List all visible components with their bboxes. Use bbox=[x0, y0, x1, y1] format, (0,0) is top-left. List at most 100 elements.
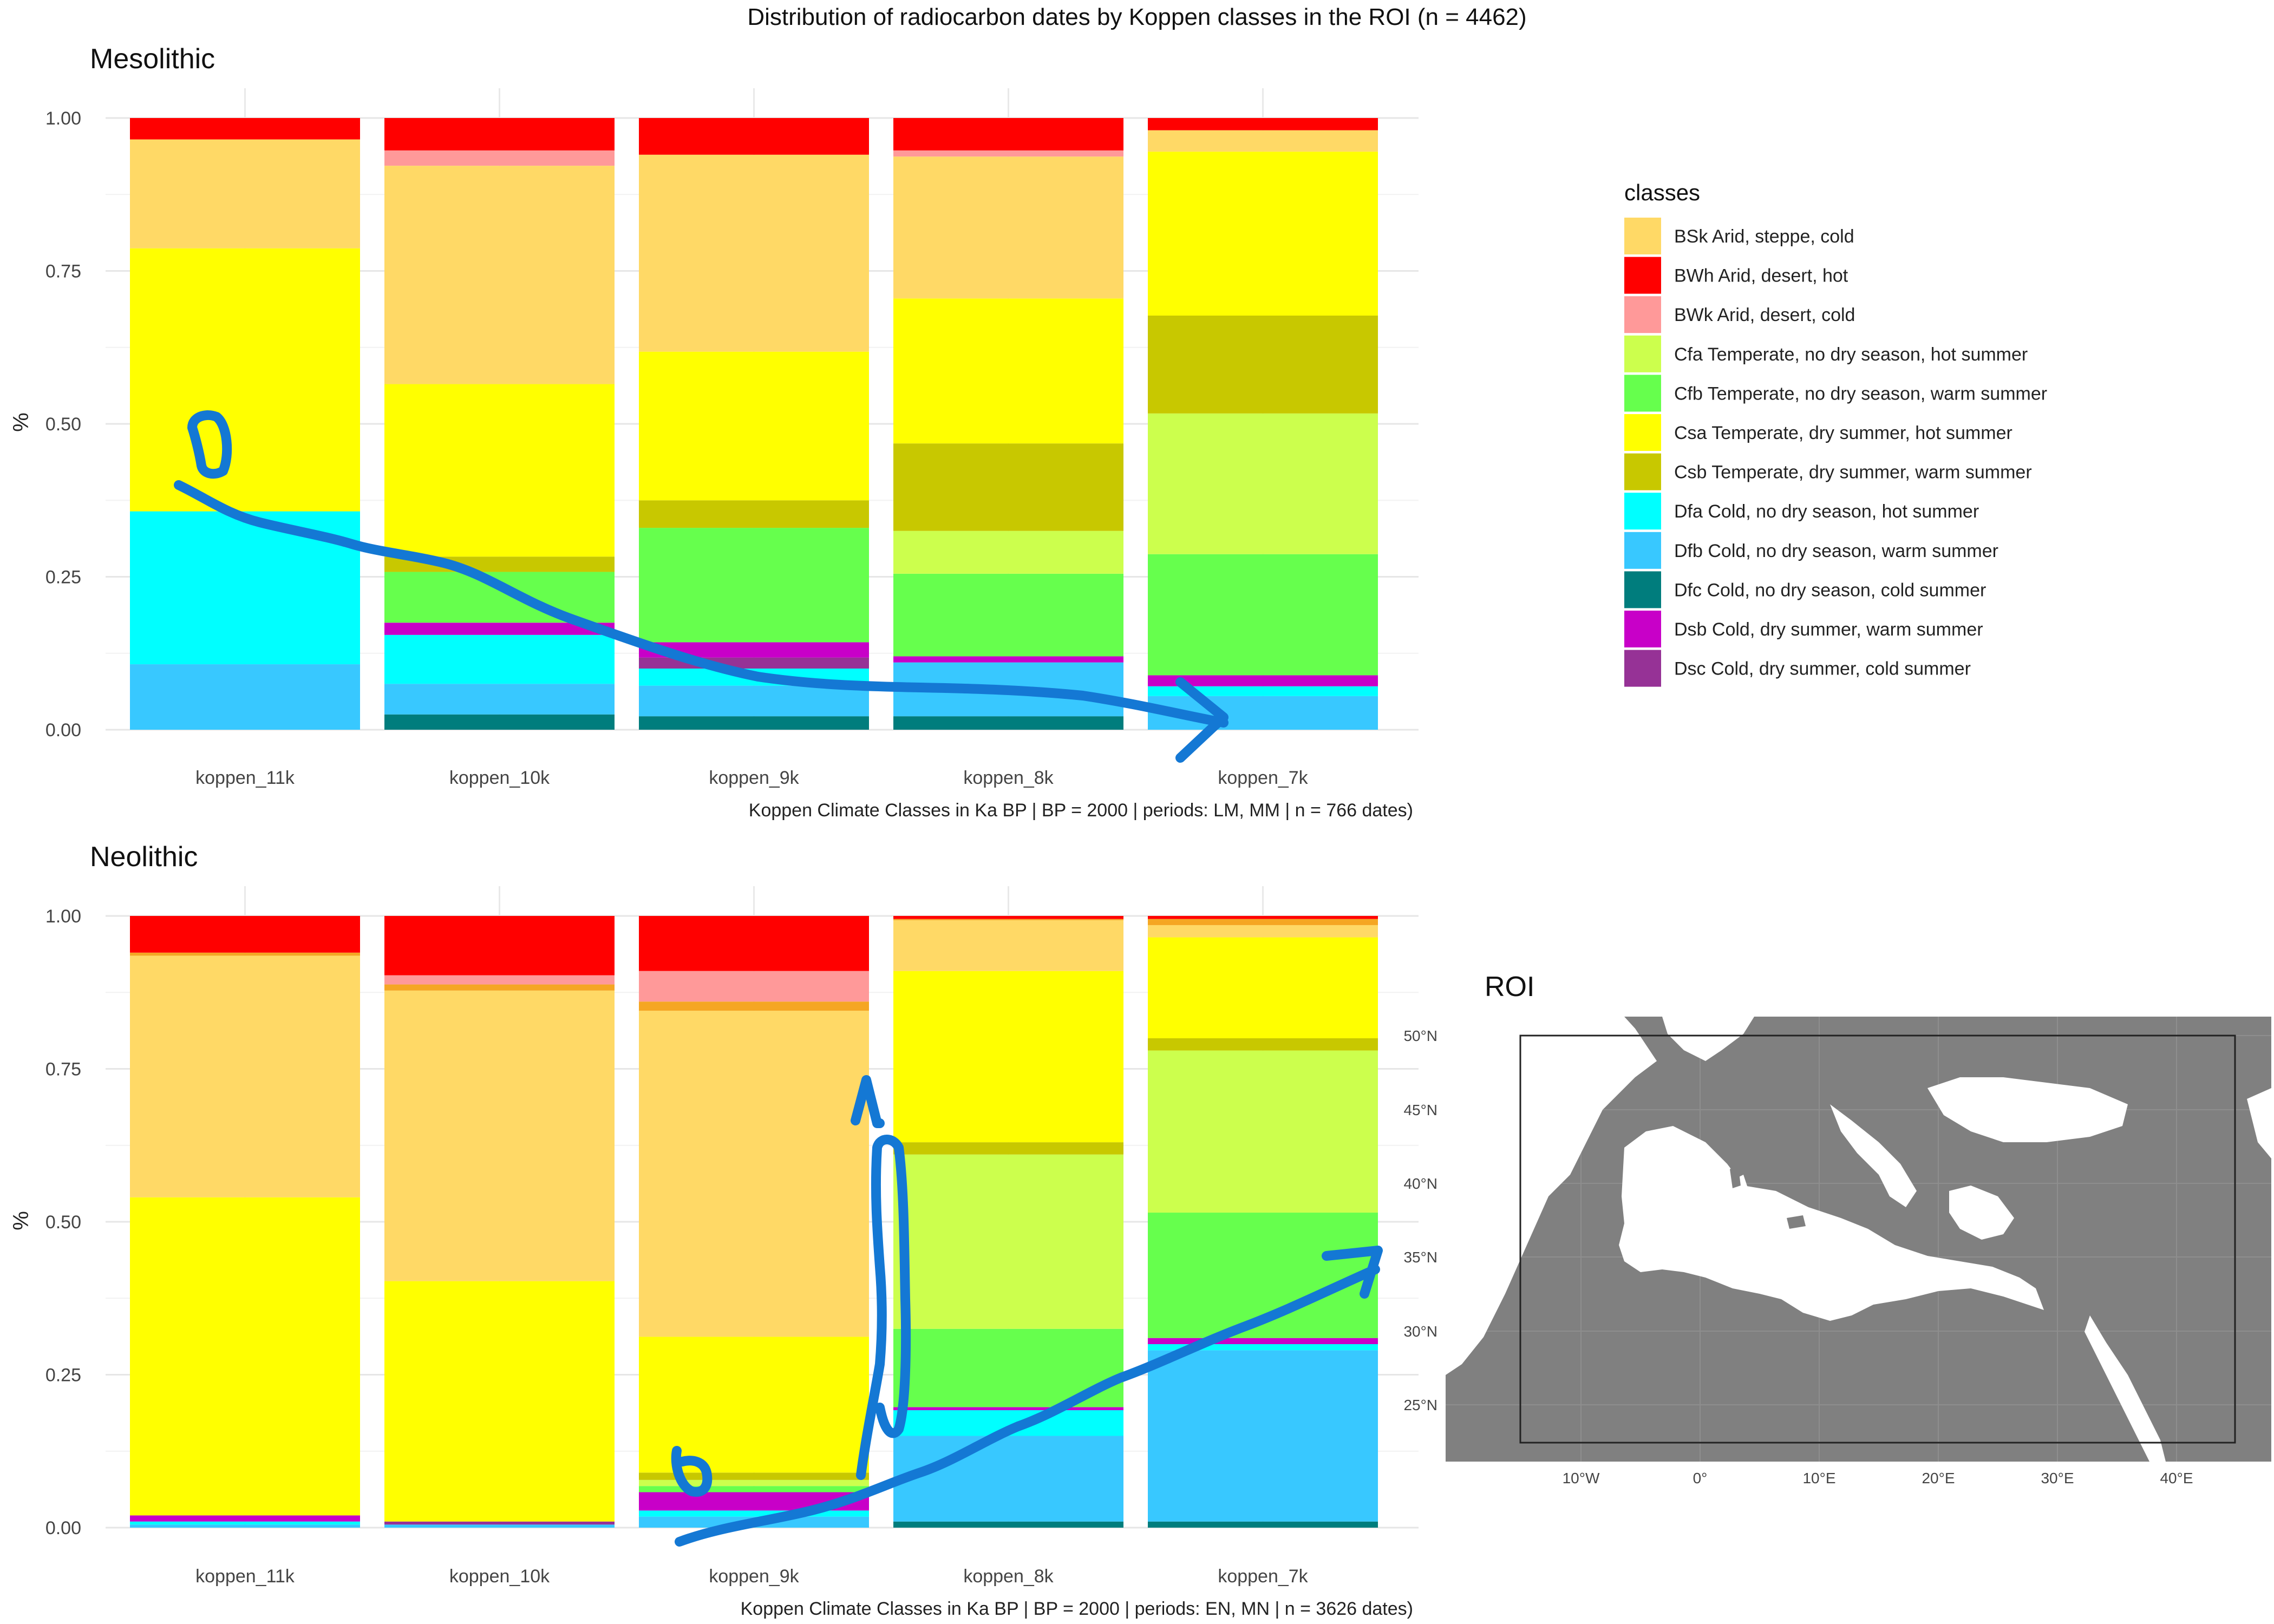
legend-label: Cfb Temperate, no dry season, warm summe… bbox=[1674, 383, 2047, 404]
bar-segment-BSk bbox=[384, 990, 615, 1281]
bar-segment-Csa bbox=[893, 971, 1123, 1143]
bar-segment-Cfa bbox=[639, 1479, 869, 1487]
bar-segment-Dsb bbox=[1148, 1338, 1378, 1344]
islands bbox=[1730, 1164, 1971, 1250]
legend-label: Dfb Cold, no dry season, warm summer bbox=[1674, 541, 1998, 561]
y-tick-label: 0.25 bbox=[45, 1365, 81, 1386]
bar-segment-BWh bbox=[893, 118, 1123, 150]
map-latitude-labels: 50°N 45°N 40°N 35°N 30°N 25°N bbox=[1403, 1027, 1437, 1413]
annotation-loop-neolithic bbox=[671, 1446, 713, 1497]
legend-swatch bbox=[1624, 296, 1661, 333]
bar-segment-Dfb bbox=[384, 1524, 615, 1528]
latitude-label: 25°N bbox=[1403, 1397, 1437, 1413]
legend-swatch bbox=[1624, 375, 1661, 412]
bar-segment-BSk bbox=[639, 154, 869, 352]
bar-segment-Dfb bbox=[1148, 1350, 1378, 1522]
y-tick-label: 0.25 bbox=[45, 567, 81, 588]
y-tick-label: 0.75 bbox=[45, 1059, 81, 1080]
bar-segment-Dfa bbox=[1148, 1344, 1378, 1351]
bar-segment-Csb bbox=[639, 1472, 869, 1480]
bar-segment-Csb bbox=[639, 500, 869, 528]
bar-segment-Csa bbox=[130, 248, 360, 512]
bar-segment-BWh bbox=[130, 118, 360, 140]
x-tick-label: koppen_8k bbox=[963, 768, 1054, 788]
longitude-label: 20°E bbox=[1922, 1470, 1955, 1487]
bar-segment-Csb bbox=[1148, 1038, 1378, 1051]
panel-title: Mesolithic bbox=[90, 43, 215, 75]
bar-segment-BWh bbox=[384, 118, 615, 150]
y-tick-label: 1.00 bbox=[45, 108, 81, 129]
bar-segment-Dfc bbox=[384, 714, 615, 730]
x-tick-label: koppen_10k bbox=[449, 768, 550, 788]
mesolithic-panel: Mesolithic % 0.00 0.25 0.50 0.75 1.00 koppen… bbox=[9, 43, 1419, 821]
latitude-label: 40°N bbox=[1403, 1175, 1437, 1192]
legend-label: Dsc Cold, dry summer, cold summer bbox=[1674, 659, 1971, 679]
legend-label: Cfa Temperate, no dry season, hot summer bbox=[1674, 344, 2028, 365]
x-axis-label: Koppen Climate Classes in Ka BP | BP = 2… bbox=[749, 800, 1413, 821]
bar-segment-BWh bbox=[639, 916, 869, 971]
mediterranean-sea bbox=[1446, 1017, 2271, 1462]
longitude-label: 0° bbox=[1693, 1470, 1708, 1487]
x-tick-label: koppen_9k bbox=[709, 1566, 799, 1587]
legend-swatch bbox=[1624, 611, 1661, 647]
y-tick-label: 0.50 bbox=[45, 414, 81, 435]
legend-label: BWh Arid, desert, hot bbox=[1674, 266, 1848, 286]
bar-segment-Dfc bbox=[1148, 1521, 1378, 1528]
latitude-label: 45°N bbox=[1403, 1102, 1437, 1118]
longitude-label: 10°W bbox=[1563, 1470, 1600, 1487]
y-tick-label: 0.75 bbox=[45, 261, 81, 282]
bar-segment-Csb bbox=[1148, 315, 1378, 414]
bar-segment-Cfb bbox=[639, 528, 869, 643]
legend-swatch bbox=[1624, 493, 1661, 530]
bar-segment-Dfa bbox=[130, 1521, 360, 1525]
legend-label: BWk Arid, desert, cold bbox=[1674, 305, 1855, 325]
bar-segment-orange bbox=[1148, 919, 1378, 925]
bar-segment-BWk bbox=[384, 975, 615, 985]
bar-segment-BWh bbox=[1148, 118, 1378, 130]
annotation-vertical-arrow-neolithic bbox=[851, 1075, 911, 1480]
bar-segment-Dfb bbox=[130, 1524, 360, 1528]
bar-segment-Cfb bbox=[893, 573, 1123, 657]
bar-segment-BWk bbox=[893, 150, 1123, 157]
legend-title: classes bbox=[1624, 180, 1700, 205]
legend-swatch bbox=[1624, 257, 1661, 294]
bar-segment-Csa bbox=[384, 1281, 615, 1522]
bar-segment-BSk bbox=[893, 920, 1123, 971]
latitude-label: 50°N bbox=[1403, 1027, 1437, 1044]
y-tick-label: 0.50 bbox=[45, 1212, 81, 1233]
latitude-label: 35°N bbox=[1403, 1249, 1437, 1266]
bar-segment-Cfa bbox=[893, 1154, 1123, 1329]
y-axis-label: % bbox=[9, 1211, 33, 1230]
legend-label: Csb Temperate, dry summer, warm summer bbox=[1674, 462, 2032, 483]
bar-segment-Dfb bbox=[893, 1436, 1123, 1522]
legend-label: Dfa Cold, no dry season, hot summer bbox=[1674, 501, 1979, 522]
bar-segment-Csb bbox=[893, 1142, 1123, 1155]
bar-segment-BSk bbox=[1148, 925, 1378, 938]
hand-drawn-annotations bbox=[174, 410, 1383, 1547]
bar-segment-BWh bbox=[130, 916, 360, 953]
map-longitude-labels: 10°W 0° 10°E 20°E 30°E 40°E bbox=[1563, 1470, 2193, 1487]
x-tick-label: koppen_9k bbox=[709, 768, 799, 788]
bar-segment-Csa bbox=[1148, 937, 1378, 1038]
longitude-label: 40°E bbox=[2160, 1470, 2193, 1487]
bar-segment-Dsb bbox=[893, 1407, 1123, 1411]
bar-segment-Csb bbox=[893, 443, 1123, 531]
y-tick-label: 0.00 bbox=[45, 1518, 81, 1538]
x-tick-label: koppen_7k bbox=[1218, 768, 1308, 788]
bar-segment-Csa bbox=[639, 351, 869, 501]
legend-swatch bbox=[1624, 453, 1661, 490]
bar-segment-Dfc bbox=[639, 716, 869, 730]
bar-segment-BSk bbox=[893, 156, 1123, 299]
bar-segment-Dsb bbox=[384, 623, 615, 635]
x-tick-labels: koppen_11k koppen_10k koppen_9k koppen_8k ko… bbox=[195, 1566, 1309, 1587]
legend-label: Dsb Cold, dry summer, warm summer bbox=[1674, 619, 1983, 640]
bar-segment-Dfb bbox=[130, 664, 360, 730]
bar-segment-BSk bbox=[384, 166, 615, 384]
y-tick-labels: 0.00 0.25 0.50 0.75 1.00 bbox=[45, 906, 81, 1538]
bar-segment-Cfb bbox=[1148, 554, 1378, 676]
bar-segment-Cfa bbox=[893, 531, 1123, 574]
roi-bounding-box bbox=[1519, 1034, 2236, 1444]
x-tick-label: koppen_11k bbox=[195, 1566, 295, 1587]
bar-segment-Csa bbox=[384, 384, 615, 557]
